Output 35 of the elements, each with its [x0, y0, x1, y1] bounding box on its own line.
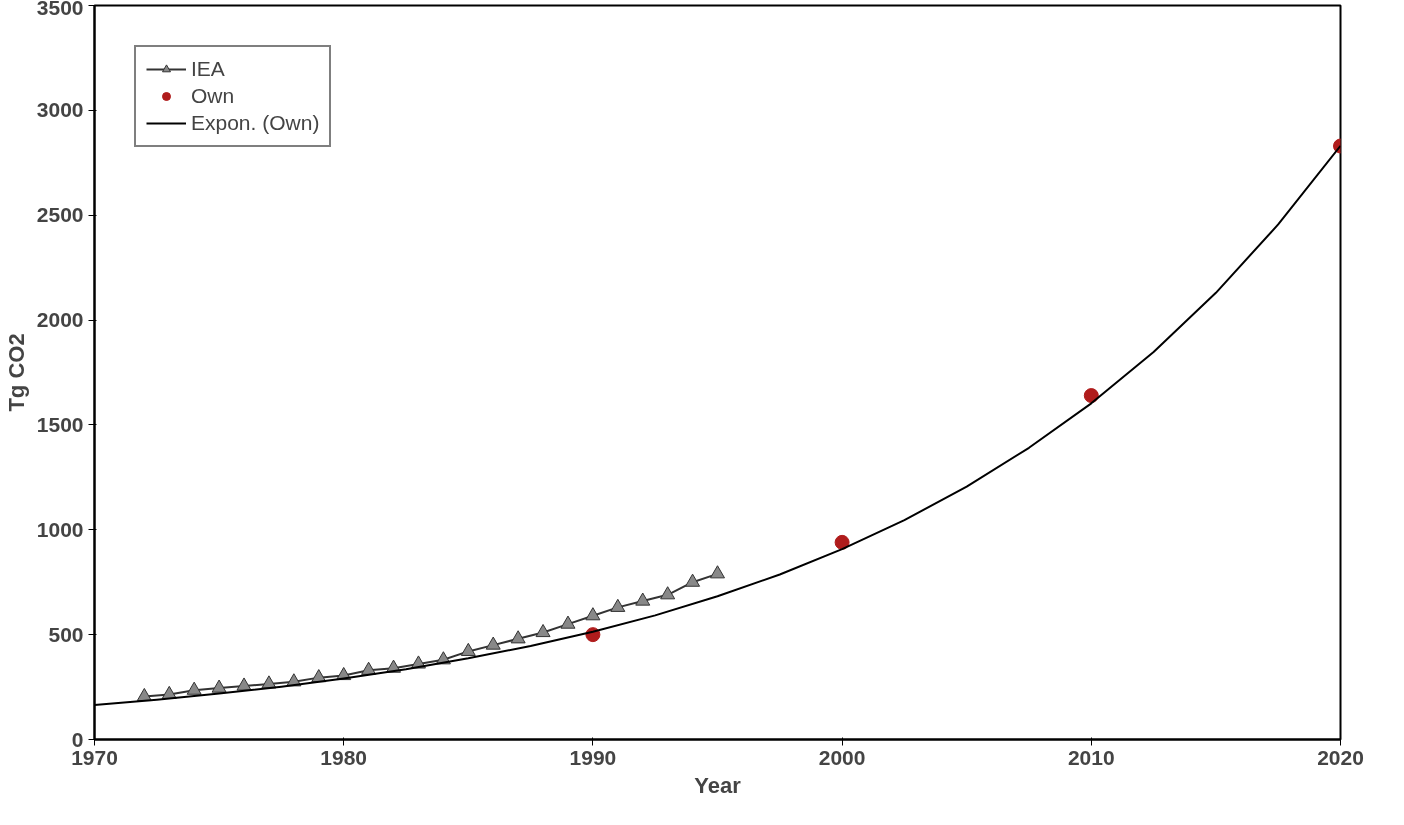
point — [510, 630, 526, 644]
x-tick-label: 2020 — [1317, 745, 1364, 769]
point — [560, 615, 576, 629]
point — [460, 642, 476, 656]
point — [710, 565, 725, 579]
x-tick-label: 1990 — [569, 745, 617, 769]
point — [186, 681, 202, 695]
point — [485, 636, 501, 650]
y-tick-label: 2500 — [36, 203, 84, 227]
point — [685, 573, 701, 587]
point — [361, 661, 377, 675]
y-tick-label: 3000 — [36, 98, 84, 122]
x-axis-title: Year — [694, 772, 742, 798]
y-tick-label: 1500 — [36, 412, 84, 436]
point — [1083, 388, 1099, 404]
point — [236, 677, 252, 691]
x-tick-label: 2010 — [1067, 745, 1115, 769]
legend-label: IEA — [191, 57, 225, 81]
y-tick-label: 500 — [48, 622, 84, 646]
y-tick-label: 1000 — [36, 517, 84, 541]
x-tick-label: 2000 — [818, 745, 866, 769]
point — [610, 598, 626, 612]
y-tick-label: 2000 — [36, 308, 84, 332]
legend-label: Expon. (Own) — [191, 111, 320, 135]
point — [211, 679, 227, 693]
point — [834, 534, 850, 550]
point — [585, 607, 601, 621]
point — [635, 592, 651, 606]
y-tick-label: 0 — [71, 727, 84, 751]
point — [660, 586, 676, 600]
x-tick-label: 1980 — [320, 745, 368, 769]
y-tick-label: 3500 — [36, 0, 84, 19]
point — [535, 623, 551, 638]
y-axis-title: Tg CO2 — [3, 333, 29, 412]
legend-label: Own — [191, 84, 235, 108]
